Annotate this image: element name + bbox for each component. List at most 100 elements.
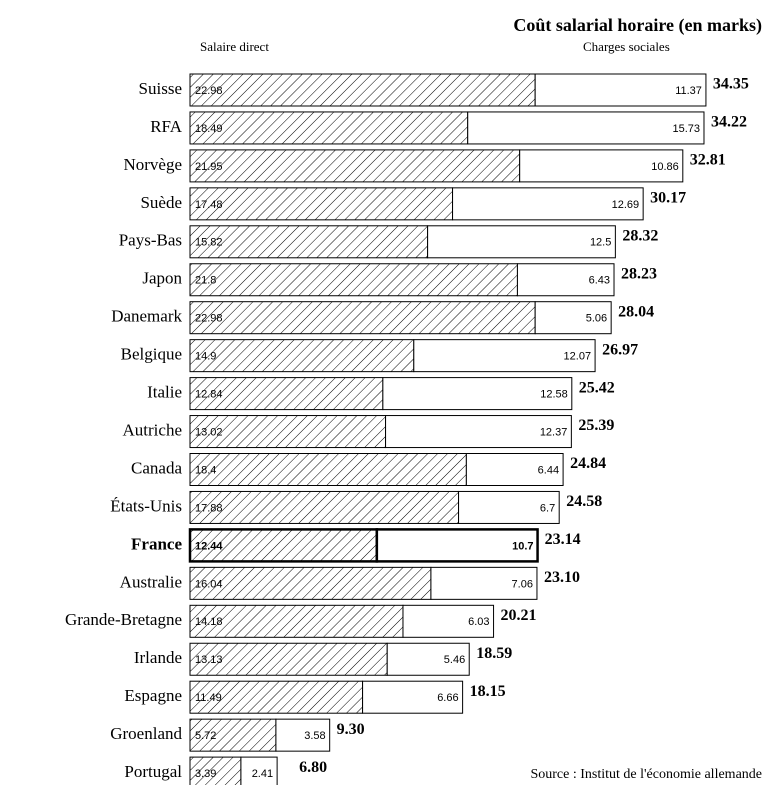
bar-segment	[413, 339, 596, 373]
segment-label: 3.39	[195, 768, 216, 780]
category-label: Italie	[147, 383, 182, 402]
bar-segment	[534, 73, 707, 107]
total-label: 26.97	[602, 341, 638, 358]
segment-label: 21.95	[195, 161, 223, 173]
bar-segment	[427, 225, 616, 259]
total-label: 25.39	[578, 417, 614, 434]
segment-label: 22.98	[195, 313, 223, 325]
segment-label: 14.9	[195, 351, 216, 363]
bar-segment	[189, 642, 388, 676]
category-label: Portugal	[124, 762, 182, 781]
total-label: 24.84	[570, 455, 606, 472]
bar-segment	[189, 149, 521, 183]
category-label: Irlande	[134, 648, 182, 667]
segment-label: 12.37	[540, 426, 568, 438]
segment-label: 5.72	[195, 730, 216, 742]
segment-label: 13.02	[195, 426, 223, 438]
total-label: 9.30	[337, 721, 365, 738]
total-label: 34.35	[713, 76, 749, 93]
total-label: 23.14	[545, 531, 581, 548]
category-label: Pays-Bas	[119, 231, 182, 250]
category-label: Canada	[131, 458, 182, 477]
segment-label: 12.5	[590, 237, 611, 249]
bar-segment	[385, 415, 572, 449]
bar-segment	[402, 604, 495, 638]
category-label: Grande-Bretagne	[65, 610, 182, 629]
category-label: Suède	[140, 193, 182, 212]
bar-segment	[430, 566, 538, 600]
bar-segment	[275, 718, 331, 752]
source: Source : Institut de l'économie allemand…	[530, 767, 762, 782]
bar-segment	[189, 187, 454, 221]
bar-segment	[465, 453, 564, 486]
bar-segment	[189, 301, 536, 335]
total-label: 28.32	[622, 227, 658, 244]
bar-segment	[189, 415, 387, 449]
segment-label: 11.49	[195, 692, 222, 704]
segment-label: 16.04	[195, 578, 223, 590]
segment-label: 12.07	[564, 351, 592, 363]
bar-segment	[362, 680, 464, 714]
segment-label: 12.58	[540, 389, 568, 401]
bar-segment	[189, 73, 536, 107]
segment-label: 6.7	[540, 502, 555, 514]
segment-label: 12.44	[195, 540, 223, 552]
segment-label: 6.43	[589, 275, 610, 287]
segment-label: 21.8	[195, 275, 216, 287]
bar-segment	[189, 453, 467, 486]
category-label: Espagne	[124, 686, 182, 705]
segment-label: 15.73	[672, 123, 700, 135]
category-label: Danemark	[111, 307, 182, 326]
category-label: Australie	[120, 572, 182, 591]
bar-segment	[189, 490, 460, 524]
bar-segment	[188, 528, 379, 563]
total-label: 20.21	[501, 607, 537, 624]
segment-label: 17.88	[195, 502, 223, 514]
bar-segment	[189, 680, 364, 714]
total-label: 25.42	[579, 379, 615, 396]
total-label: 28.23	[621, 265, 657, 282]
bar-segment	[189, 111, 469, 145]
segment-label: 5.46	[444, 654, 465, 666]
bar-segment	[240, 756, 278, 785]
segment-label: 12.69	[612, 199, 640, 211]
segment-label: 10.7	[512, 540, 533, 552]
total-label: 23.10	[544, 569, 580, 586]
total-label: 32.81	[690, 152, 726, 169]
total-label: 34.22	[711, 114, 747, 131]
bar-segment	[467, 111, 705, 145]
segment-label: 12.84	[195, 389, 223, 401]
segment-label: 18.4	[195, 464, 216, 476]
segment-label: 22.98	[195, 85, 223, 97]
segment-label: 5.06	[586, 313, 607, 325]
bar-segment	[375, 528, 539, 563]
total-label: 24.58	[566, 493, 602, 510]
category-label: Norvège	[123, 155, 182, 174]
category-label: Autriche	[123, 420, 182, 439]
category-label: France	[131, 534, 182, 553]
bar-segment	[458, 490, 560, 524]
segment-label: 7.06	[512, 578, 533, 590]
segment-label: 13.13	[195, 654, 223, 666]
bar-segment	[189, 604, 404, 638]
segment-label: 2.41	[252, 768, 273, 780]
category-label: États-Unis	[110, 496, 182, 515]
segment-label: 3.58	[304, 730, 325, 742]
total-label: 18.59	[476, 645, 512, 662]
segment-label: 6.03	[468, 616, 489, 628]
segment-label: 11.37	[675, 85, 702, 97]
bar-segment	[534, 301, 612, 335]
bar-segment	[382, 377, 573, 411]
bar-segment	[189, 566, 432, 600]
segment-label: 17.48	[195, 199, 223, 211]
category-label: RFA	[150, 117, 183, 136]
category-label: Japon	[142, 269, 182, 288]
bar-segment	[452, 187, 644, 221]
legend-entry: Salaire direct	[200, 39, 269, 54]
segment-label: 6.66	[437, 692, 458, 704]
bar-segment	[189, 718, 277, 752]
bar-segment	[189, 339, 415, 373]
total-label: 28.04	[618, 303, 654, 320]
segment-label: 15.82	[195, 237, 223, 249]
